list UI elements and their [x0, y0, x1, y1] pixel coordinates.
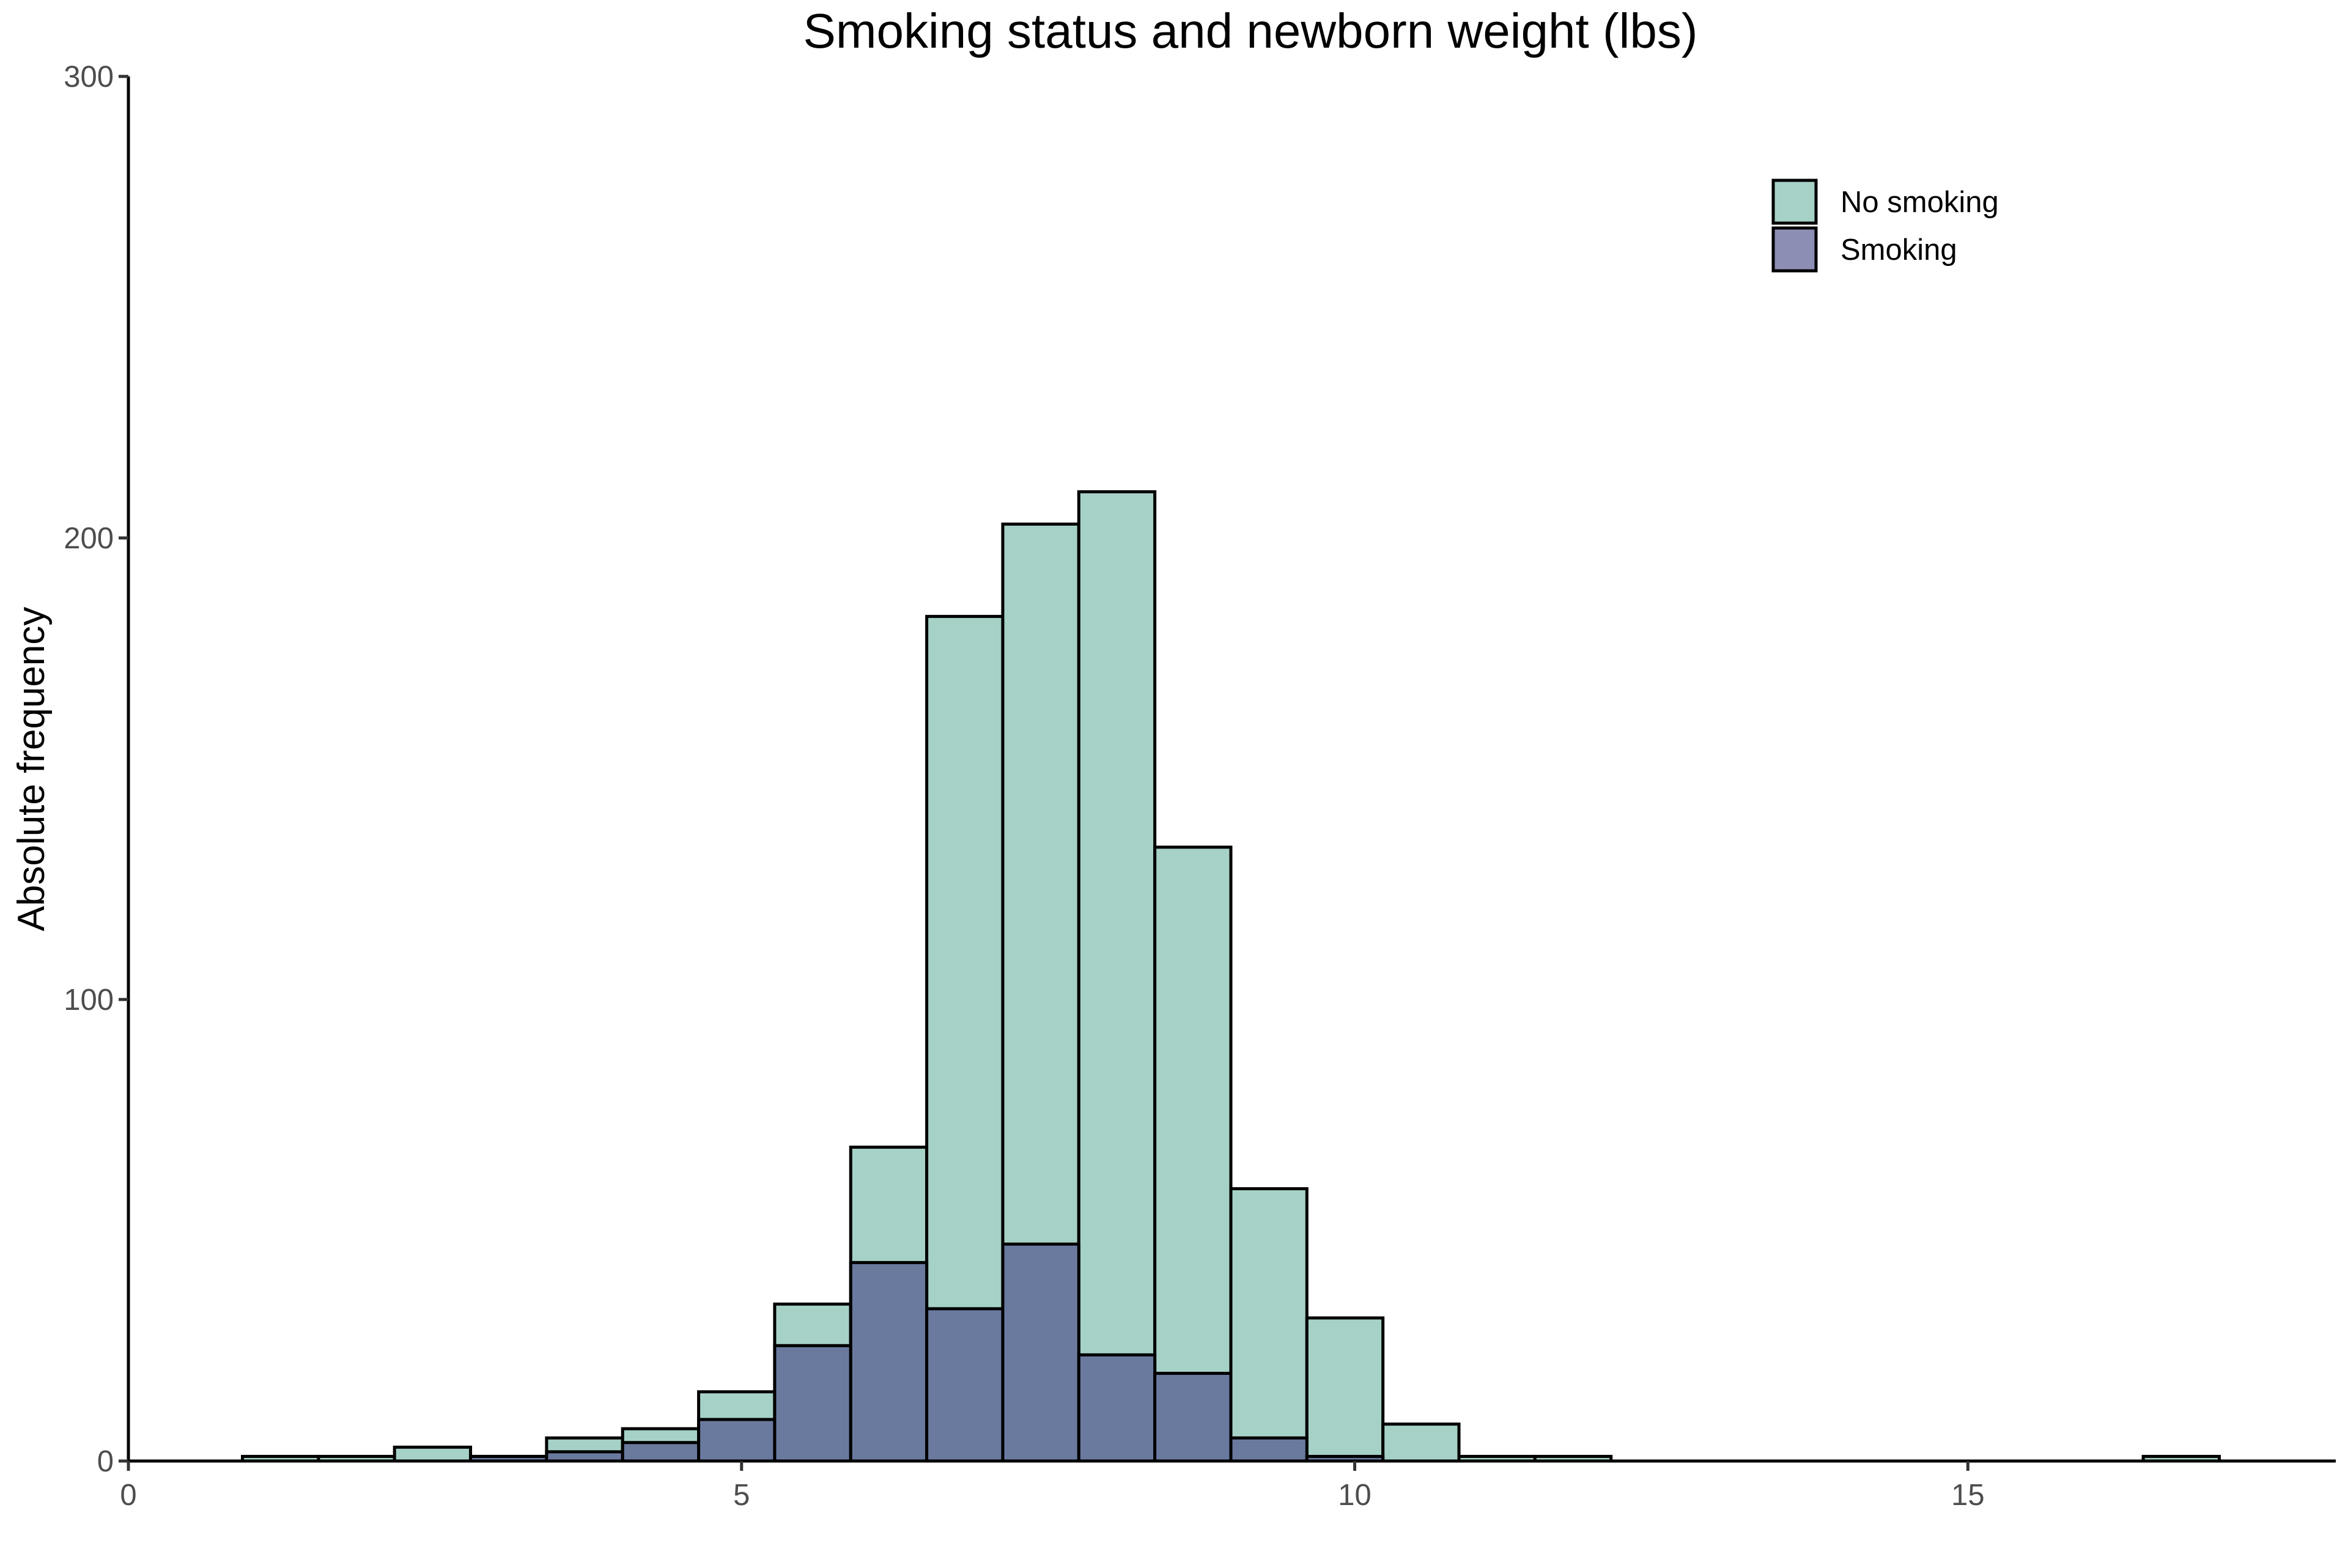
- legend: No smoking Smoking: [1771, 179, 1999, 273]
- bar: [1381, 1423, 1461, 1463]
- x-tick-label: 10: [1338, 1479, 1372, 1512]
- legend-label: Smoking: [1840, 234, 1957, 267]
- bar: [1001, 1242, 1080, 1463]
- y-axis-label: Absolute frequency: [10, 607, 53, 932]
- y-tick-label: 100: [64, 984, 114, 1017]
- bar: [1077, 490, 1157, 1463]
- bar: [697, 1418, 777, 1463]
- bars-layer: [241, 490, 2221, 1463]
- axes-layer: 0 100 200 300 0 5 10 15: [64, 61, 2336, 1512]
- x-tick-label: 5: [733, 1479, 750, 1512]
- bar: [1153, 1372, 1233, 1463]
- legend-label: No smoking: [1840, 186, 1999, 219]
- bar: [393, 1445, 473, 1463]
- legend-key: [1771, 226, 1818, 273]
- y-tick-label: 0: [97, 1445, 114, 1478]
- series-smoking: [469, 1242, 1385, 1463]
- bar: [1153, 845, 1233, 1463]
- bar: [1077, 1353, 1157, 1463]
- chart-title: Smoking status and newborn weight (lbs): [803, 4, 1698, 58]
- bar: [1305, 1316, 1385, 1463]
- bar: [773, 1344, 852, 1463]
- x-tick-label: 15: [1951, 1479, 1985, 1512]
- legend-key: [1771, 179, 1818, 225]
- y-tick-label: 300: [64, 61, 114, 94]
- x-tick-label: 0: [120, 1479, 136, 1512]
- bar: [1229, 1187, 1309, 1463]
- bar: [621, 1441, 701, 1463]
- bar: [925, 1307, 1005, 1463]
- bar: [849, 1261, 929, 1463]
- y-tick-label: 200: [64, 522, 114, 555]
- bar: [1229, 1436, 1309, 1463]
- series-no-smoking: [241, 490, 2221, 1463]
